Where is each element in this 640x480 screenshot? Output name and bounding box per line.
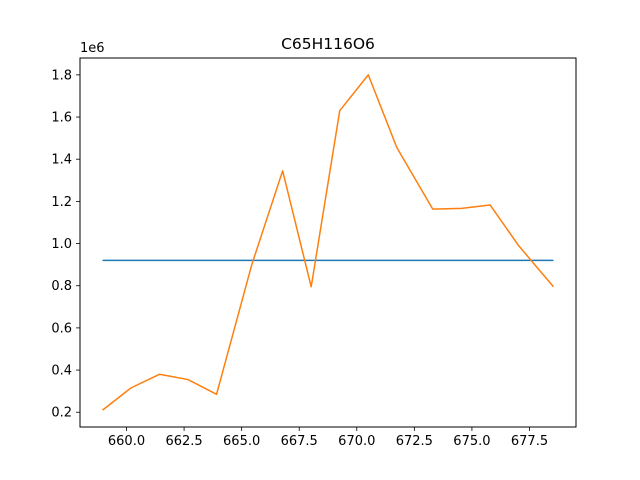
y-tick-label: 0.2 — [51, 406, 72, 421]
x-tick-label: 660.0 — [108, 434, 145, 449]
y-axis-ticks: 0.2 0.4 0.6 0.8 1.0 1.2 1.4 1.6 1.8 — [51, 68, 80, 421]
chart-title: C65H116O6 — [281, 35, 375, 53]
x-tick-label: 675.0 — [453, 434, 490, 449]
x-tick-label: 662.5 — [165, 434, 202, 449]
y-tick-label: 0.8 — [51, 279, 72, 294]
y-axis-offset-label: 1e6 — [80, 41, 105, 56]
x-axis-ticks: 660.0 662.5 665.0 667.5 670.0 672.5 675.0 677.5 — [108, 427, 548, 449]
x-tick-label: 665.0 — [223, 434, 260, 449]
series-layer — [102, 74, 555, 411]
y-tick-label: 1.8 — [51, 68, 72, 83]
y-tick-label: 1.4 — [51, 153, 72, 168]
x-tick-label: 670.0 — [338, 434, 375, 449]
y-tick-label: 1.0 — [51, 237, 72, 252]
series-line-2 — [102, 74, 555, 411]
x-tick-label: 677.5 — [511, 434, 548, 449]
y-tick-label: 0.6 — [51, 321, 72, 336]
y-tick-label: 1.2 — [51, 195, 72, 210]
x-tick-label: 672.5 — [396, 434, 433, 449]
x-tick-label: 667.5 — [281, 434, 318, 449]
y-tick-label: 1.6 — [51, 111, 72, 126]
plot-frame — [79, 57, 577, 428]
y-tick-label: 0.4 — [51, 364, 72, 379]
